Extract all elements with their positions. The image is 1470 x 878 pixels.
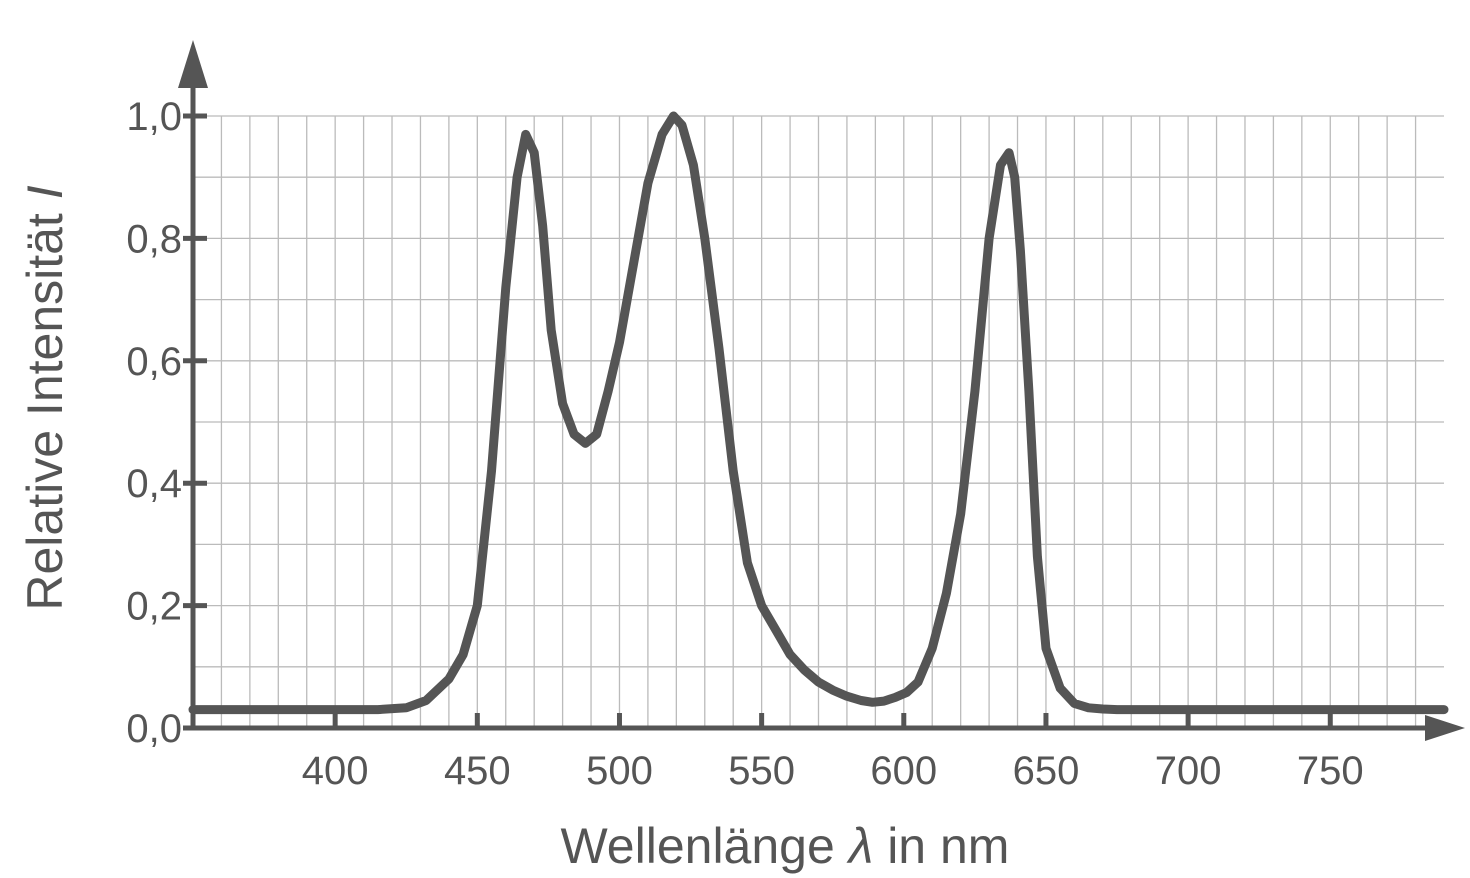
x-axis-title: Wellenlänge λ in nm (561, 818, 1010, 874)
x-tick-label: 750 (1297, 749, 1364, 793)
x-tick-label: 500 (586, 749, 653, 793)
x-axis-title-symbol: λ (846, 818, 874, 874)
x-tick-label: 650 (1013, 749, 1080, 793)
x-tick-label: 600 (870, 749, 937, 793)
y-tick-label: 0,0 (126, 707, 182, 751)
y-tick-label: 1,0 (126, 95, 182, 139)
x-tick-label: 450 (444, 749, 511, 793)
y-tick-label: 0,8 (126, 217, 182, 261)
spectrum-line (188, 111, 1449, 715)
y-axis-title-prefix: Relative Intensität (17, 199, 73, 610)
y-tick-label: 0,6 (126, 340, 182, 384)
x-axis-title-prefix: Wellenlänge (561, 818, 849, 874)
y-axis-title: Relative Intensität I (17, 185, 73, 610)
y-tick-label: 0,4 (126, 462, 182, 506)
x-tick-label: 550 (728, 749, 795, 793)
y-axis-title-symbol: I (17, 185, 73, 199)
x-axis-arrow (1425, 715, 1465, 741)
x-tick-label: 700 (1155, 749, 1222, 793)
y-axis-arrow (178, 40, 208, 88)
grid (193, 115, 1444, 728)
x-tick-label: 400 (302, 749, 369, 793)
x-axis-title-suffix: in nm (873, 818, 1009, 874)
axes (178, 40, 1465, 741)
tick-labels: 0,0 0,2 0,4 0,6 0,8 1,0 400 450 500 550 600 650 700 7… (126, 95, 1363, 793)
y-tick-label: 0,2 (126, 585, 182, 629)
